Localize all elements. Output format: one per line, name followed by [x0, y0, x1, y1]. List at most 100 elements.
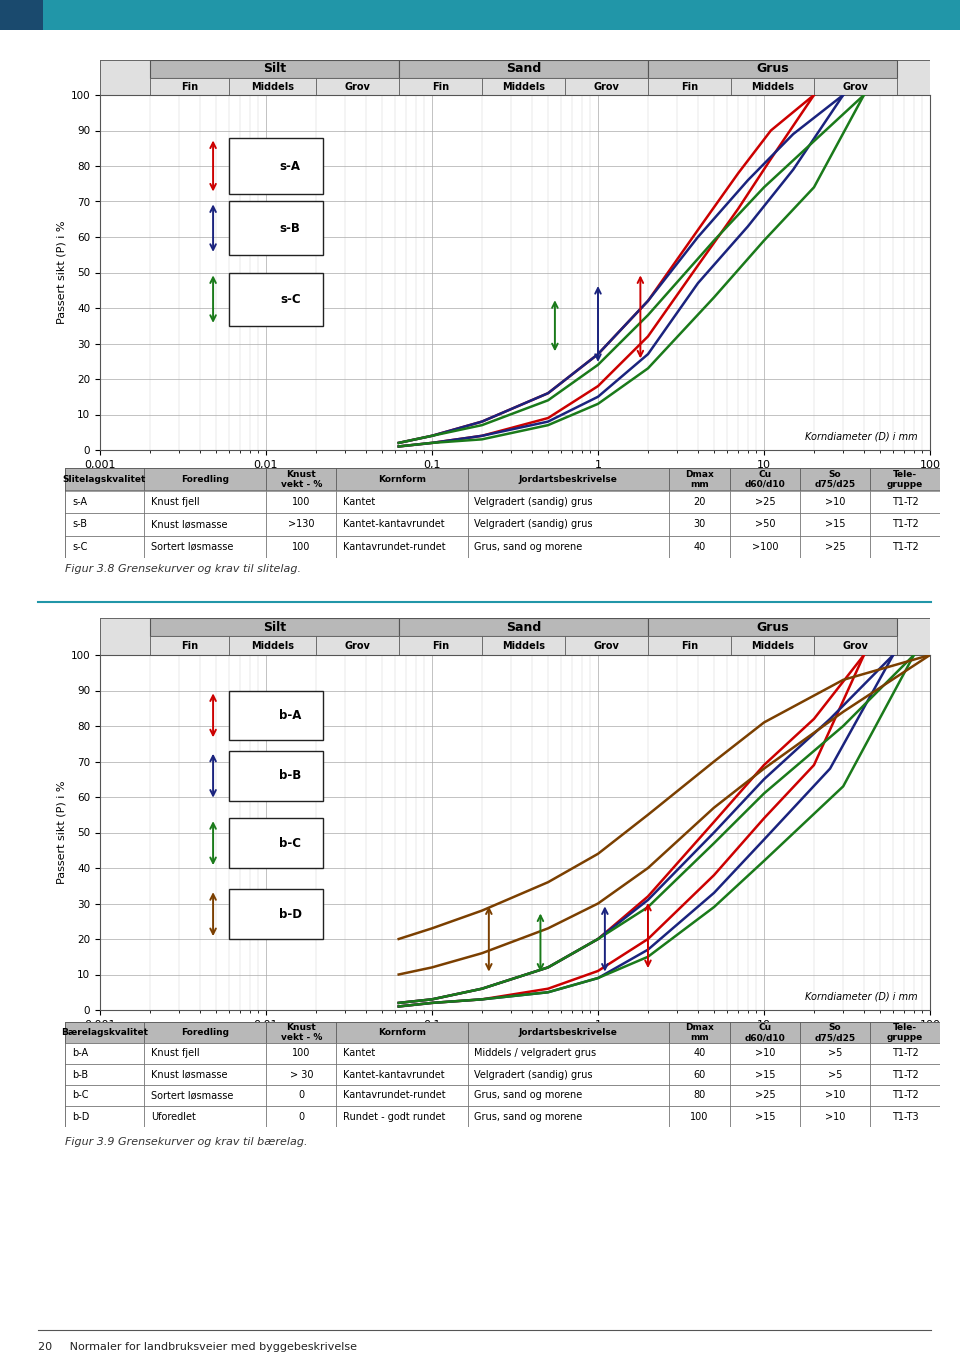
- Text: Kornform: Kornform: [378, 1028, 426, 1037]
- Bar: [266, 1064, 336, 1084]
- Text: >5: >5: [828, 1069, 842, 1079]
- Bar: [316, 636, 398, 656]
- Text: 100: 100: [690, 1112, 708, 1121]
- Text: T1-T2: T1-T2: [892, 520, 919, 529]
- Text: Kantet-kantavrundet: Kantet-kantavrundet: [344, 1069, 444, 1079]
- Text: T1-T2: T1-T2: [892, 496, 919, 507]
- Y-axis label: Passert sikt (P) i %: Passert sikt (P) i %: [57, 221, 66, 325]
- Bar: [482, 78, 564, 97]
- Text: Dmax
mm: Dmax mm: [685, 1023, 713, 1042]
- Text: Foredling: Foredling: [181, 1028, 229, 1037]
- Bar: [398, 60, 648, 78]
- Text: >5: >5: [828, 1049, 842, 1058]
- Text: Slitelagskvalitet: Slitelagskvalitet: [62, 475, 146, 484]
- Bar: [800, 513, 870, 536]
- Bar: [65, 1084, 144, 1106]
- Text: T1-T2: T1-T2: [892, 542, 919, 552]
- Text: Middels: Middels: [751, 82, 794, 93]
- Bar: [870, 468, 940, 491]
- Text: >25: >25: [755, 496, 776, 507]
- Text: So
d75/d25: So d75/d25: [814, 469, 855, 488]
- Text: Fin: Fin: [181, 82, 198, 93]
- Text: s-C: s-C: [72, 542, 87, 552]
- Text: >10: >10: [825, 496, 845, 507]
- Text: So
d75/d25: So d75/d25: [814, 1023, 855, 1042]
- Bar: [229, 818, 323, 868]
- Bar: [870, 1043, 940, 1064]
- Bar: [800, 1022, 870, 1043]
- Text: > 30: > 30: [290, 1069, 313, 1079]
- Bar: [731, 636, 814, 656]
- Text: Dmax
mm: Dmax mm: [685, 469, 713, 488]
- Text: >130: >130: [288, 520, 315, 529]
- Bar: [398, 636, 482, 656]
- Bar: [229, 889, 323, 938]
- Bar: [669, 1106, 730, 1127]
- Bar: [468, 1106, 669, 1127]
- Bar: [731, 78, 814, 97]
- Text: Velgradert (sandig) grus: Velgradert (sandig) grus: [474, 1069, 593, 1079]
- Bar: [648, 618, 897, 636]
- Bar: [336, 1106, 468, 1127]
- Text: >100: >100: [752, 542, 779, 552]
- Bar: [648, 60, 897, 78]
- Bar: [336, 1043, 468, 1064]
- Bar: [564, 636, 648, 656]
- Text: Cu
d60/d10: Cu d60/d10: [745, 469, 785, 488]
- Text: Sortert løsmasse: Sortert løsmasse: [151, 1090, 233, 1101]
- Bar: [144, 468, 266, 491]
- Text: T1-T3: T1-T3: [892, 1112, 919, 1121]
- Bar: [316, 78, 398, 97]
- Text: Grus, sand og morene: Grus, sand og morene: [474, 1090, 583, 1101]
- Bar: [336, 1064, 468, 1084]
- Bar: [468, 1022, 669, 1043]
- Bar: [229, 138, 323, 195]
- Bar: [336, 491, 468, 513]
- Text: 0: 0: [299, 1112, 304, 1121]
- Text: >15: >15: [755, 1069, 776, 1079]
- Text: T1-T2: T1-T2: [892, 1090, 919, 1101]
- Text: 40: 40: [693, 542, 706, 552]
- Text: Fin: Fin: [432, 641, 449, 651]
- Text: Middels: Middels: [252, 82, 294, 93]
- Text: Grus: Grus: [756, 621, 789, 634]
- Text: b-D: b-D: [278, 907, 301, 921]
- Bar: [266, 491, 336, 513]
- Text: Middels: Middels: [751, 641, 794, 651]
- Text: Foredling: Foredling: [181, 475, 229, 484]
- Bar: [730, 1043, 800, 1064]
- Text: >15: >15: [825, 520, 845, 529]
- Text: Grus, sand og morene: Grus, sand og morene: [474, 542, 583, 552]
- Text: b-A: b-A: [72, 1049, 88, 1058]
- Text: Fin: Fin: [681, 82, 698, 93]
- Bar: [468, 1043, 669, 1064]
- Text: 0: 0: [299, 1090, 304, 1101]
- Text: Grov: Grov: [842, 641, 868, 651]
- Text: Figur 3.8 Grensekurver og krav til slitelag.: Figur 3.8 Grensekurver og krav til slite…: [65, 563, 301, 574]
- Bar: [65, 491, 144, 513]
- Text: Kantet: Kantet: [344, 496, 375, 507]
- Text: Sand: Sand: [506, 63, 540, 75]
- Bar: [266, 468, 336, 491]
- Bar: [468, 513, 669, 536]
- Text: Kantavrundet-rundet: Kantavrundet-rundet: [344, 542, 445, 552]
- Bar: [730, 1064, 800, 1084]
- Bar: [229, 202, 323, 255]
- Text: Uforedlet: Uforedlet: [151, 1112, 196, 1121]
- Bar: [800, 1106, 870, 1127]
- Bar: [648, 636, 731, 656]
- Bar: [468, 468, 669, 491]
- Text: b-B: b-B: [279, 769, 301, 782]
- Text: b-A: b-A: [279, 709, 301, 722]
- Text: Kantet-kantavrundet: Kantet-kantavrundet: [344, 520, 444, 529]
- Text: >50: >50: [755, 520, 776, 529]
- Text: b-C: b-C: [279, 836, 301, 850]
- Text: Grus: Grus: [756, 63, 789, 75]
- Text: s-A: s-A: [72, 496, 87, 507]
- Text: Cu
d60/d10: Cu d60/d10: [745, 1023, 785, 1042]
- Bar: [648, 78, 731, 97]
- Bar: [870, 1022, 940, 1043]
- Text: Korndiameter (D) i mm: Korndiameter (D) i mm: [804, 431, 918, 441]
- Bar: [669, 1043, 730, 1064]
- Bar: [150, 60, 398, 78]
